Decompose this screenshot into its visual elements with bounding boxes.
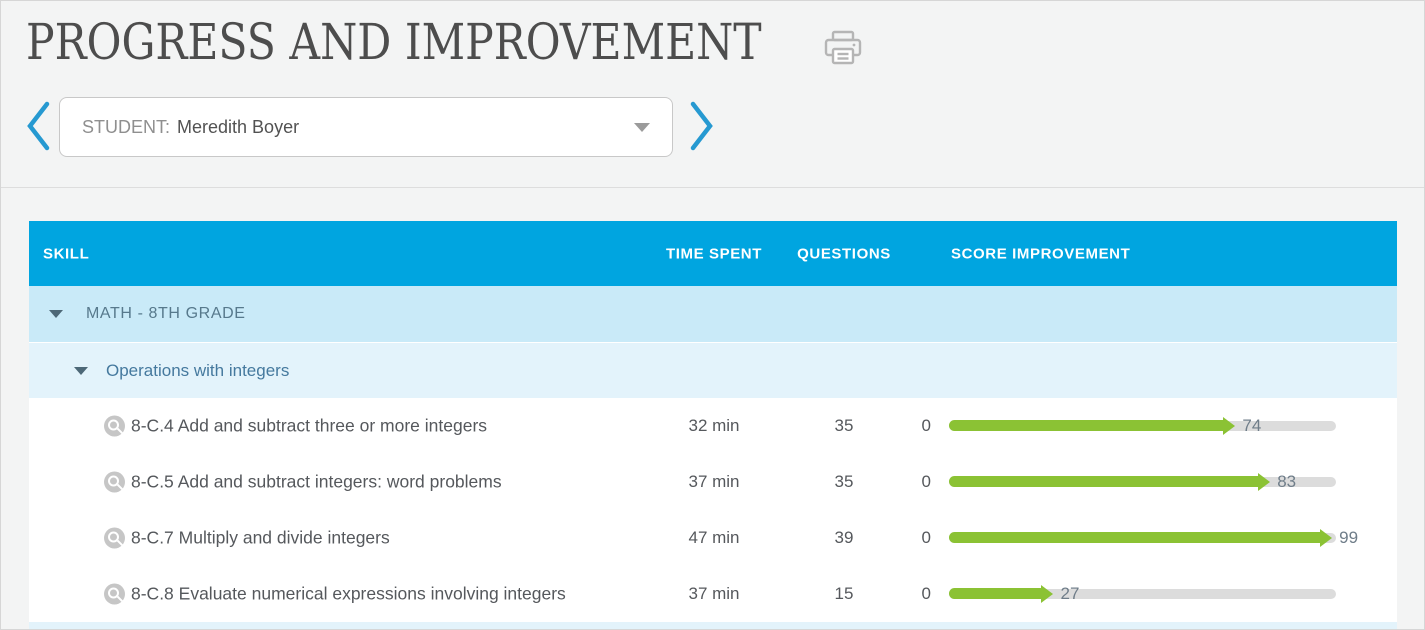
score-track xyxy=(949,589,1336,599)
prev-student-button[interactable] xyxy=(21,99,55,155)
time-spent-value: 32 min xyxy=(688,416,740,435)
skill-label: 8-C.8 Evaluate numerical expressions inv… xyxy=(131,583,566,604)
caret-down-icon xyxy=(634,122,650,132)
score-improvement-bar: 83 xyxy=(949,469,1394,495)
header-score-improvement: SCORE IMPROVEMENT xyxy=(951,245,1131,262)
magnifier-icon[interactable] xyxy=(104,527,125,549)
chevron-right-icon xyxy=(690,101,713,150)
row-gap xyxy=(29,342,1397,343)
score-start-value: 0 xyxy=(921,416,931,435)
score-end-value: 99 xyxy=(1339,528,1359,547)
skill-row: 8-C.8 Evaluate numerical expressions inv… xyxy=(29,566,1397,622)
next-row-strip xyxy=(29,622,1397,629)
triangle-down-icon[interactable] xyxy=(49,310,63,318)
score-end-value: 27 xyxy=(1060,584,1080,603)
score-end-value: 74 xyxy=(1242,416,1262,435)
group-label: MATH - 8TH GRADE xyxy=(86,305,246,322)
score-arrow-head xyxy=(1258,473,1271,491)
time-spent-value: 37 min xyxy=(688,472,740,491)
score-arrow-body xyxy=(949,588,1042,599)
score-start-value: 0 xyxy=(921,528,931,547)
magnifier-icon[interactable] xyxy=(104,415,125,437)
student-dropdown-label: STUDENT: xyxy=(82,116,171,137)
header-time-spent: TIME SPENT xyxy=(665,245,762,262)
divider xyxy=(1,187,1424,188)
skill-label: 8-C.7 Multiply and divide integers xyxy=(131,527,390,548)
score-arrow-head xyxy=(1223,417,1236,435)
score-arrow-body xyxy=(949,532,1321,543)
questions-value: 35 xyxy=(834,416,854,435)
skill-row: 8-C.7 Multiply and divide integers 47 mi… xyxy=(29,510,1397,566)
score-improvement-bar: 99 xyxy=(949,525,1394,551)
triangle-down-icon[interactable] xyxy=(74,366,88,375)
score-start-value: 0 xyxy=(921,472,931,491)
score-start-value: 0 xyxy=(921,584,931,603)
magnifier-icon[interactable] xyxy=(104,583,125,605)
printer-icon xyxy=(824,30,862,64)
chevron-left-icon xyxy=(27,101,50,150)
subgroup-label: Operations with integers xyxy=(106,360,290,380)
score-end-value: 83 xyxy=(1277,472,1297,491)
table-header: SKILL TIME SPENT QUESTIONS SCORE IMPROVE… xyxy=(29,221,1397,286)
skill-rows-container: 8-C.4 Add and subtract three or more int… xyxy=(29,398,1397,622)
header-skill: SKILL xyxy=(43,245,90,262)
score-arrow-head xyxy=(1041,585,1054,603)
header-questions: QUESTIONS xyxy=(797,245,891,262)
time-spent-value: 47 min xyxy=(688,528,740,547)
skill-label: 8-C.4 Add and subtract three or more int… xyxy=(131,415,488,436)
student-dropdown-value: Meredith Boyer xyxy=(177,116,300,137)
score-improvement-bar: 27 xyxy=(949,581,1394,607)
skill-row: 8-C.5 Add and subtract integers: word pr… xyxy=(29,454,1397,510)
score-arrow-body xyxy=(949,476,1259,487)
print-button[interactable] xyxy=(821,29,865,69)
skill-label: 8-C.5 Add and subtract integers: word pr… xyxy=(131,471,502,492)
time-spent-value: 37 min xyxy=(688,584,740,603)
student-dropdown[interactable]: STUDENT: Meredith Boyer xyxy=(59,97,673,157)
skill-row: 8-C.4 Add and subtract three or more int… xyxy=(29,398,1397,454)
score-arrow-body xyxy=(949,420,1224,431)
questions-value: 39 xyxy=(834,528,854,547)
score-arrow-head xyxy=(1320,529,1333,547)
progress-table: SKILL TIME SPENT QUESTIONS SCORE IMPROVE… xyxy=(29,221,1397,629)
group-row-operations-with-integers[interactable]: Operations with integers xyxy=(29,343,1397,398)
group-row-math-8th-grade[interactable]: MATH - 8TH GRADE xyxy=(29,286,1397,342)
magnifier-icon[interactable] xyxy=(104,471,125,493)
next-student-button[interactable] xyxy=(685,99,719,155)
questions-value: 35 xyxy=(834,472,854,491)
score-improvement-bar: 74 xyxy=(949,413,1394,439)
questions-value: 15 xyxy=(834,584,854,603)
page-title: PROGRESS AND IMPROVEMENT xyxy=(26,13,762,71)
